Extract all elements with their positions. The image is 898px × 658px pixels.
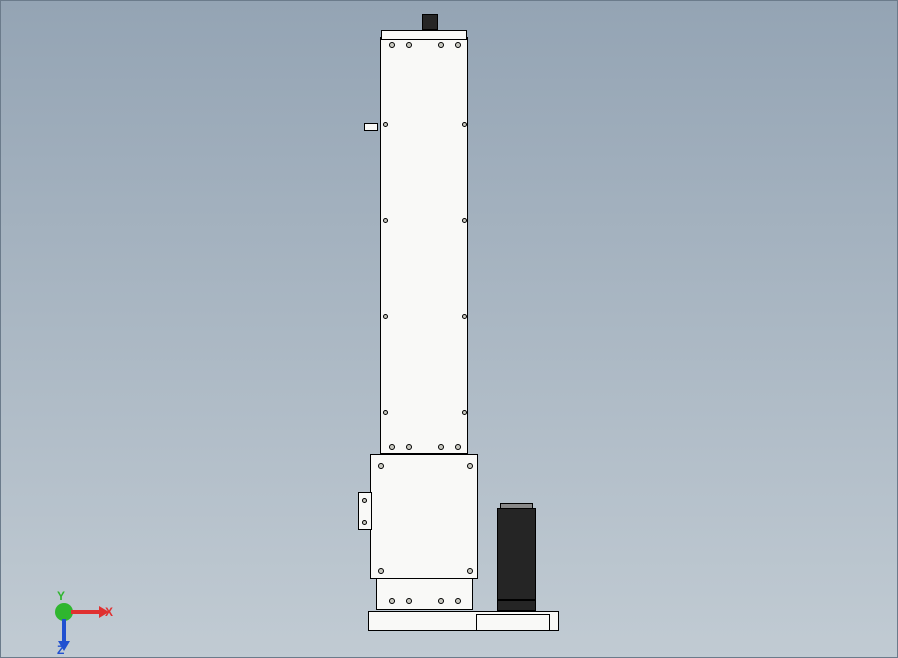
bolt-icon [383, 122, 388, 127]
bolt-icon [378, 568, 384, 574]
bolt-icon [462, 218, 467, 223]
bolt-icon [383, 218, 388, 223]
part-motor-foot[interactable] [497, 600, 536, 611]
bolt-icon [455, 444, 461, 450]
bolt-icon [438, 444, 444, 450]
bolt-icon [378, 463, 384, 469]
bolt-icon [462, 314, 467, 319]
bolt-icon [383, 314, 388, 319]
bolt-icon [467, 463, 473, 469]
part-lower-housing[interactable] [370, 454, 478, 579]
bolt-icon [438, 42, 444, 48]
part-motor-base-plate[interactable] [476, 614, 550, 631]
bolt-icon [467, 568, 473, 574]
triad-z-axis-icon [62, 619, 66, 643]
bolt-icon [462, 122, 467, 127]
bolt-icon [383, 410, 388, 415]
bolt-icon [406, 42, 412, 48]
triad-x-axis-icon [71, 610, 101, 614]
bolt-icon [406, 598, 412, 604]
triad-y-label: Y [57, 589, 65, 603]
bolt-icon [362, 498, 367, 503]
part-tower-top-cap[interactable] [381, 30, 467, 40]
bolt-icon [389, 598, 395, 604]
cad-viewport[interactable]: X Y Z [0, 0, 898, 658]
part-top-camera[interactable] [422, 14, 438, 30]
triad-x-label: X [105, 605, 113, 619]
part-side-tab-top[interactable] [364, 123, 378, 131]
bolt-icon [389, 42, 395, 48]
bolt-icon [362, 520, 367, 525]
bolt-icon [455, 42, 461, 48]
bolt-icon [462, 410, 467, 415]
bolt-icon [389, 444, 395, 450]
axis-triad[interactable]: X Y Z [55, 573, 115, 633]
part-base-block[interactable] [376, 578, 473, 610]
bolt-icon [438, 598, 444, 604]
triad-z-label: Z [57, 643, 64, 657]
part-tower-main[interactable] [380, 37, 468, 454]
bolt-icon [406, 444, 412, 450]
model[interactable] [0, 0, 898, 658]
bolt-icon [455, 598, 461, 604]
part-motor-body[interactable] [497, 508, 536, 600]
part-motor-top[interactable] [500, 503, 533, 509]
